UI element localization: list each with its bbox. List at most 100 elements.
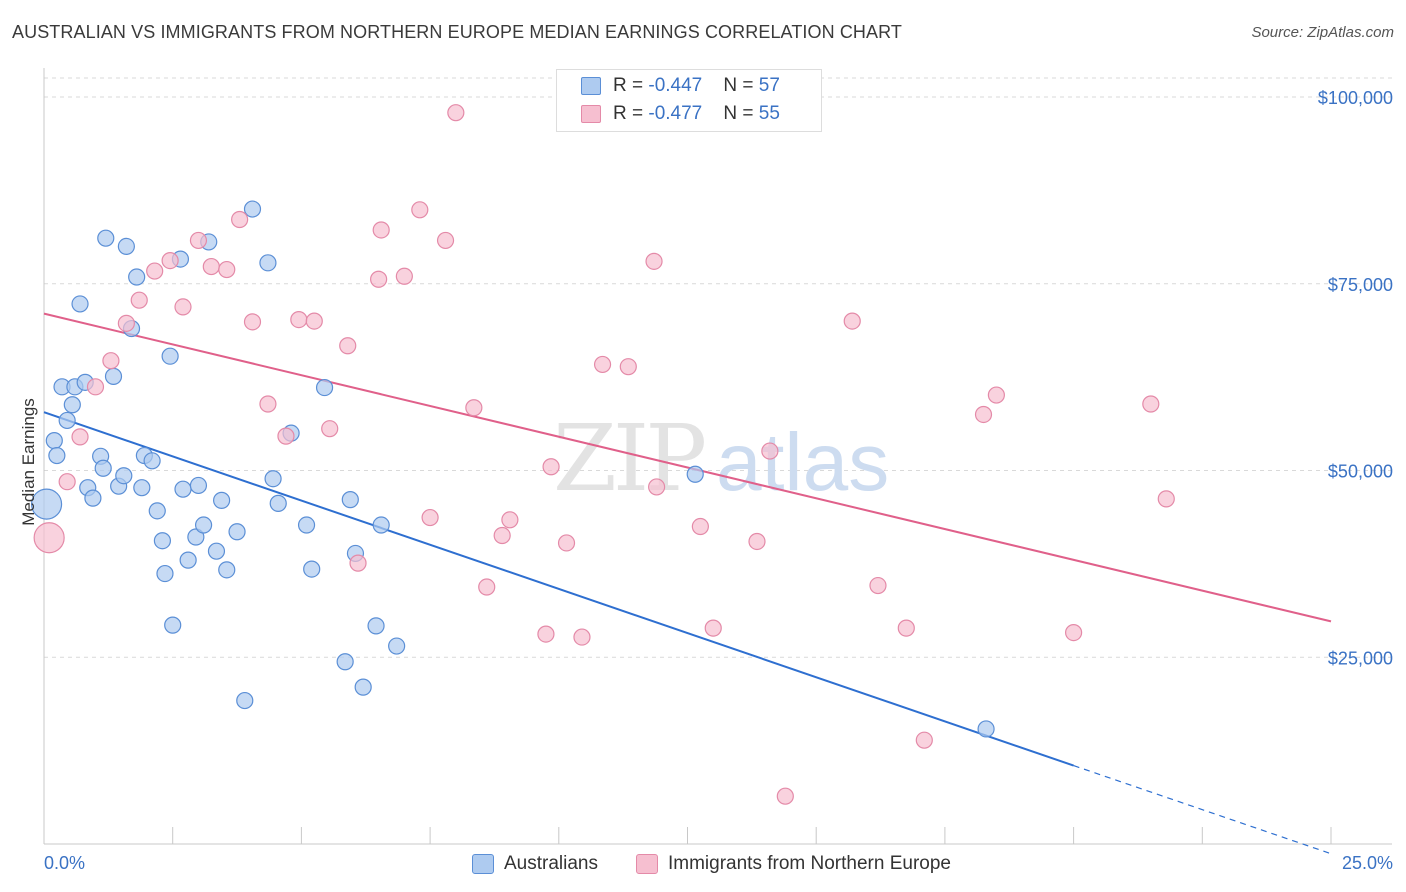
axes-layer <box>43 68 1392 845</box>
point-australians <box>194 516 213 534</box>
point-australians <box>189 476 208 495</box>
point-immigrants <box>218 260 236 279</box>
point-immigrants <box>259 395 277 413</box>
point-australians <box>128 268 146 286</box>
trend-line-australians <box>43 411 1074 767</box>
point-australians <box>303 560 321 578</box>
point-australians <box>164 616 182 634</box>
point-immigrants <box>593 355 612 374</box>
point-immigrants <box>542 458 560 476</box>
series-legend-immigrants[interactable]: Immigrants from Northern Europe <box>636 851 951 877</box>
legend-n-value: 57 <box>758 75 780 96</box>
point-australians <box>388 637 406 655</box>
point-immigrants <box>915 731 933 749</box>
series-label-immigrants: Immigrants from Northern Europe <box>668 853 951 874</box>
point-immigrants <box>974 405 993 424</box>
point-immigrants <box>493 526 511 545</box>
point-immigrants <box>478 578 496 596</box>
trend-extension-australians <box>1073 764 1332 855</box>
point-australians <box>58 411 76 430</box>
point-immigrants <box>321 420 339 438</box>
point-australians <box>243 200 262 218</box>
point-australians <box>264 470 282 488</box>
point-immigrants <box>465 399 483 417</box>
point-immigrants <box>290 311 308 329</box>
trend-layer <box>43 312 1332 855</box>
point-australians <box>341 491 359 509</box>
point-immigrants <box>987 386 1005 404</box>
series-legend-australians[interactable]: Australians <box>472 851 598 877</box>
point-australians <box>977 720 995 738</box>
point-immigrants <box>277 427 295 445</box>
y-tick-label: $50,000 <box>1328 462 1393 482</box>
chart-title: AUSTRALIAN VS IMMIGRANTS FROM NORTHERN E… <box>12 22 902 42</box>
point-immigrants <box>202 257 220 276</box>
point-australians <box>367 617 385 635</box>
series-swatch-immigrants <box>636 854 658 874</box>
trend-line-immigrants <box>43 312 1332 623</box>
point-australians <box>71 295 89 313</box>
point-australians <box>228 523 246 541</box>
point-immigrants <box>411 201 429 219</box>
point-australians <box>84 489 102 507</box>
point-immigrants <box>1157 490 1175 508</box>
point-immigrants <box>869 576 887 595</box>
point-immigrants <box>305 312 323 330</box>
point-australians <box>269 494 287 512</box>
point-australians <box>97 229 115 247</box>
point-australians <box>174 480 192 498</box>
point-australians <box>115 467 133 485</box>
point-australians <box>179 551 197 569</box>
watermark: ZIP atlas <box>553 405 889 512</box>
point-australians <box>143 452 161 470</box>
point-australians <box>207 542 226 560</box>
correlation-legend: R = -0.447 N = 57 R = -0.477 N = 55 <box>556 69 822 132</box>
legend-row-immigrants: R = -0.477 N = 55 <box>557 101 780 127</box>
point-immigrants <box>619 358 637 376</box>
point-immigrants <box>1142 395 1160 413</box>
legend-swatch-immigrants <box>581 105 601 123</box>
watermark-atlas: atlas <box>716 417 889 508</box>
point-immigrants <box>243 313 262 331</box>
legend-swatch-australians <box>581 77 601 95</box>
point-australians <box>133 479 151 497</box>
point-immigrants <box>102 352 120 370</box>
point-immigrants <box>501 511 519 529</box>
point-immigrants <box>645 252 663 270</box>
grid-layer <box>44 77 1392 658</box>
point-australians <box>315 378 334 397</box>
point-immigrants <box>71 428 89 446</box>
point-australians <box>156 564 174 583</box>
legend-row-australians: R = -0.447 N = 57 <box>557 73 780 99</box>
point-immigrants <box>117 314 135 332</box>
point-immigrants <box>161 251 179 270</box>
point-immigrants <box>146 262 164 280</box>
point-australians <box>259 254 277 272</box>
point-immigrants <box>436 231 455 250</box>
point-immigrants <box>130 291 148 309</box>
point-immigrants <box>648 478 666 496</box>
point-australians <box>148 502 166 520</box>
y-tick-label: $75,000 <box>1328 275 1393 295</box>
tick-labels: $25,000 $50,000 $75,000 $100,000 0.0% 25.0% <box>44 88 1393 873</box>
point-immigrants <box>761 442 779 460</box>
point-immigrants <box>843 312 861 330</box>
point-immigrants <box>349 554 367 572</box>
point-australians <box>104 367 123 385</box>
y-axis-label: Median Earnings <box>19 398 38 526</box>
point-immigrants <box>174 298 192 316</box>
legend-r-value: -0.477 <box>648 103 703 124</box>
point-immigrants <box>557 534 576 552</box>
legend-text-immigrants: R = -0.477 N = 55 <box>613 103 780 124</box>
point-australians <box>63 396 81 414</box>
point-immigrants <box>58 473 76 491</box>
point-australians <box>48 446 66 465</box>
legend-n-value: 55 <box>758 103 780 124</box>
point-australians <box>117 237 135 255</box>
points-layer <box>30 104 1175 805</box>
point-immigrants <box>776 787 794 805</box>
source-credit: Source: ZipAtlas.com <box>1251 24 1394 41</box>
point-immigrants <box>370 270 388 288</box>
point-australians <box>236 691 254 710</box>
